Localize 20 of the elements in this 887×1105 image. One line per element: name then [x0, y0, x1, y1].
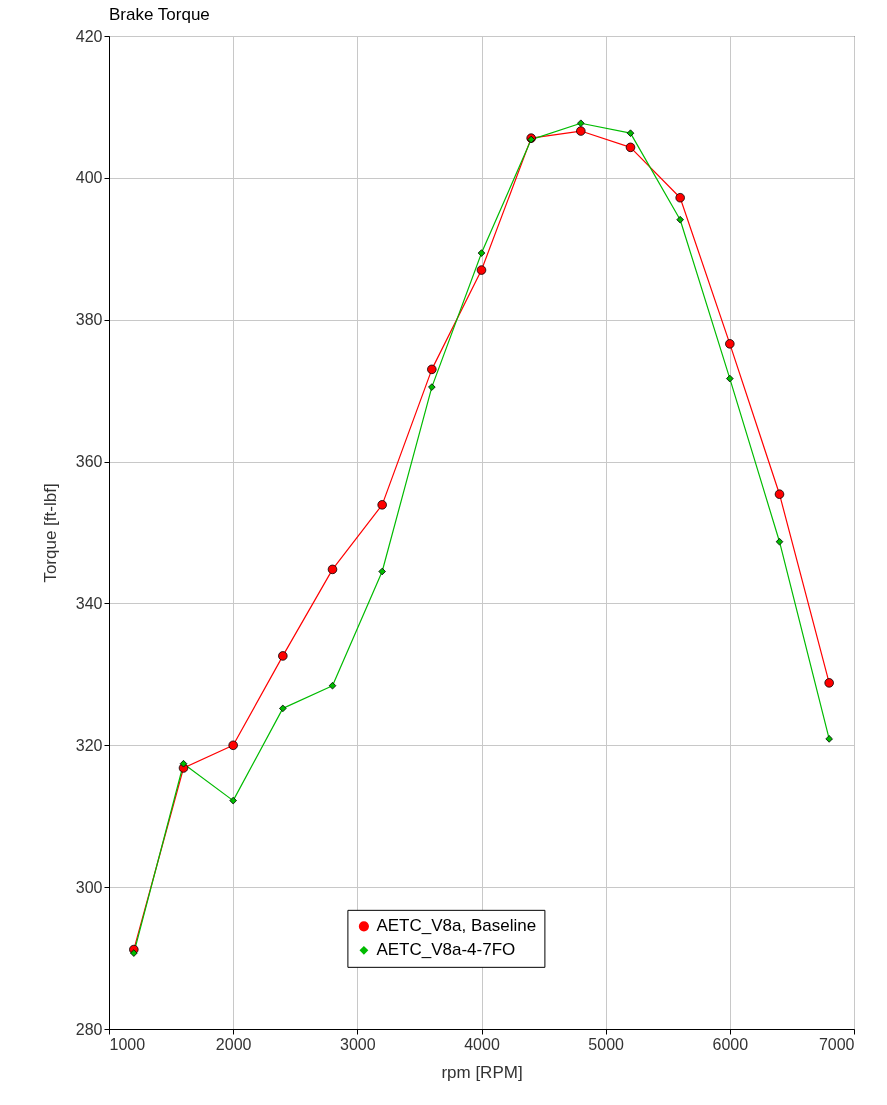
y-tick-label: 360 — [75, 453, 103, 471]
x-tick-label: 7000 — [818, 1035, 855, 1053]
x-tick-label: 3000 — [340, 1035, 376, 1053]
x-tick-label: 6000 — [712, 1035, 749, 1053]
x-tick-label: 4000 — [464, 1035, 500, 1053]
y-tick-label: 320 — [75, 736, 103, 754]
legend-label: AETC_V8a, Baseline — [376, 916, 537, 936]
y-axis-title: Torque [ft-lbf] — [40, 483, 60, 583]
legend-label: AETC_V8a-4-7FO — [376, 940, 516, 960]
y-tick-label: 400 — [75, 169, 103, 187]
y-tick-label: 420 — [75, 27, 103, 45]
x-tick-label: 1000 — [109, 1035, 146, 1053]
y-tick-label: 300 — [75, 878, 103, 896]
y-tick-label: 380 — [75, 311, 103, 329]
chart-title: Brake Torque — [109, 5, 210, 24]
y-tick-label: 280 — [75, 1020, 103, 1038]
y-tick-label: 340 — [75, 594, 103, 612]
x-tick-label: 5000 — [588, 1035, 625, 1053]
x-axis-title: rpm [RPM] — [441, 1062, 523, 1082]
x-tick-label: 2000 — [215, 1035, 252, 1053]
